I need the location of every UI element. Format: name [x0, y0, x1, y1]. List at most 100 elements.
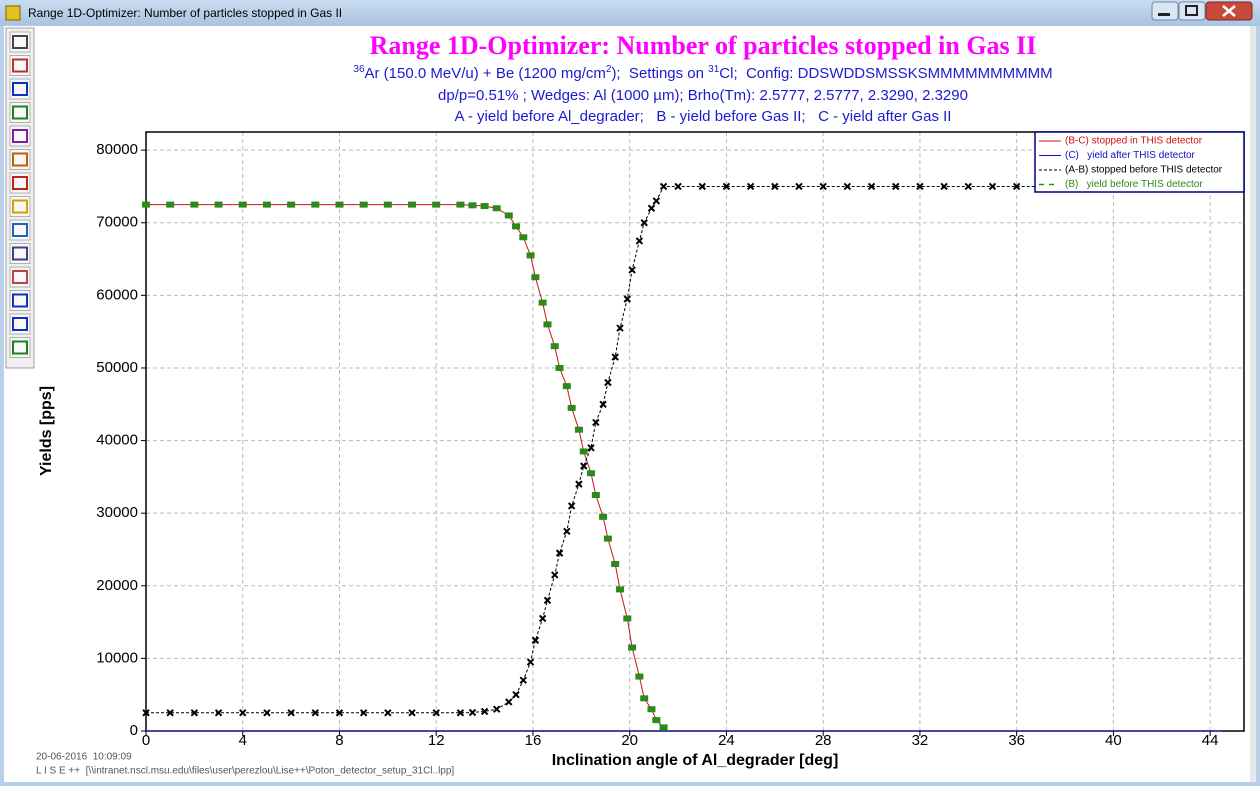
marker [335, 709, 344, 717]
subtitle-part: Cl; Config: DDSWDDSMSSKSMMMMMMMMMM [719, 65, 1052, 82]
marker [574, 426, 583, 433]
marker [551, 571, 559, 579]
marker [819, 182, 827, 191]
marker [659, 724, 668, 731]
subtitle-part: ); Settings on [611, 65, 708, 82]
marker [214, 709, 223, 717]
marker [616, 324, 624, 332]
y-tick-label: 50000 [96, 359, 138, 376]
marker [526, 252, 535, 259]
x-tick-label: 0 [142, 732, 150, 749]
marker [538, 614, 547, 623]
marker [239, 709, 247, 717]
marker [652, 717, 661, 724]
chart-title: Range 1D-Optimizer: Number of particles … [370, 31, 1037, 60]
marker [698, 182, 706, 191]
marker [563, 527, 571, 536]
x-tick-label: 36 [1008, 732, 1025, 749]
tool-icon [12, 35, 28, 49]
marker [575, 480, 583, 488]
marker [468, 202, 477, 209]
marker [262, 201, 271, 208]
marker [550, 343, 559, 350]
marker [555, 549, 564, 557]
marker [647, 706, 656, 713]
marker [562, 383, 571, 390]
marker [531, 274, 540, 281]
marker [674, 182, 682, 191]
marker [287, 709, 295, 717]
marker [190, 201, 199, 208]
marker [480, 707, 489, 716]
x-tick-label: 24 [718, 732, 735, 749]
marker [468, 708, 477, 717]
marker [722, 182, 731, 191]
marker [432, 201, 441, 208]
tool-icon [12, 340, 28, 355]
minimize-button[interactable] [1151, 1, 1179, 21]
y-tick-label: 80000 [96, 141, 138, 158]
marker [432, 709, 440, 717]
chart-subtitle: 36Ar (150.0 MeV/u) + Be (1200 mg/cm2); S… [353, 64, 1052, 82]
marker [591, 492, 600, 499]
marker [287, 201, 296, 208]
marker [611, 561, 620, 568]
marker [492, 205, 501, 212]
marker [628, 266, 636, 274]
legend-label: (C) yield after THIS detector [1065, 150, 1196, 161]
marker [492, 705, 501, 713]
marker [587, 444, 595, 452]
y-tick-label: 20000 [96, 577, 138, 594]
marker [408, 709, 416, 717]
marker [543, 596, 552, 605]
marker [579, 448, 588, 455]
x-tick-label: 8 [335, 732, 343, 749]
marker [635, 237, 644, 245]
marker [746, 182, 755, 191]
marker [652, 197, 661, 205]
marker [640, 219, 648, 227]
marker [408, 201, 417, 208]
title-bar [0, 0, 1260, 26]
marker [531, 636, 540, 644]
marker [659, 182, 668, 191]
x-tick-label: 28 [815, 732, 832, 749]
marker [635, 673, 644, 680]
legend-label: (B-C) stopped in THIS detector [1065, 136, 1203, 147]
y-tick-label: 70000 [96, 214, 138, 231]
marker [587, 470, 596, 477]
marker [647, 204, 656, 212]
marker [383, 201, 392, 208]
marker [238, 201, 247, 208]
x-tick-label: 12 [428, 732, 445, 749]
marker [916, 182, 924, 191]
toolbar-buttons [9, 31, 31, 358]
marker [623, 615, 632, 622]
marker [964, 182, 972, 191]
tool-icon [12, 223, 28, 237]
marker [504, 212, 513, 219]
marker [166, 201, 175, 208]
marker [359, 201, 368, 208]
maximize-button[interactable] [1178, 1, 1206, 21]
marker [616, 586, 625, 593]
subtitle-part: 31 [708, 64, 720, 75]
minimize-icon [1158, 13, 1170, 16]
marker [505, 698, 513, 706]
marker [311, 709, 320, 717]
tool-icon [12, 270, 28, 284]
tool-icon [12, 152, 28, 167]
tool-icon [12, 246, 28, 261]
marker [335, 201, 344, 208]
marker [567, 502, 576, 510]
marker [604, 378, 612, 387]
series-line [146, 186, 1211, 714]
x-tick-label: 4 [239, 732, 247, 749]
marker [1012, 182, 1021, 191]
marker [142, 709, 150, 717]
app-icon [5, 5, 21, 21]
marker [519, 676, 527, 684]
marker [599, 400, 607, 408]
marker [580, 462, 588, 470]
tool-icon [12, 199, 28, 214]
